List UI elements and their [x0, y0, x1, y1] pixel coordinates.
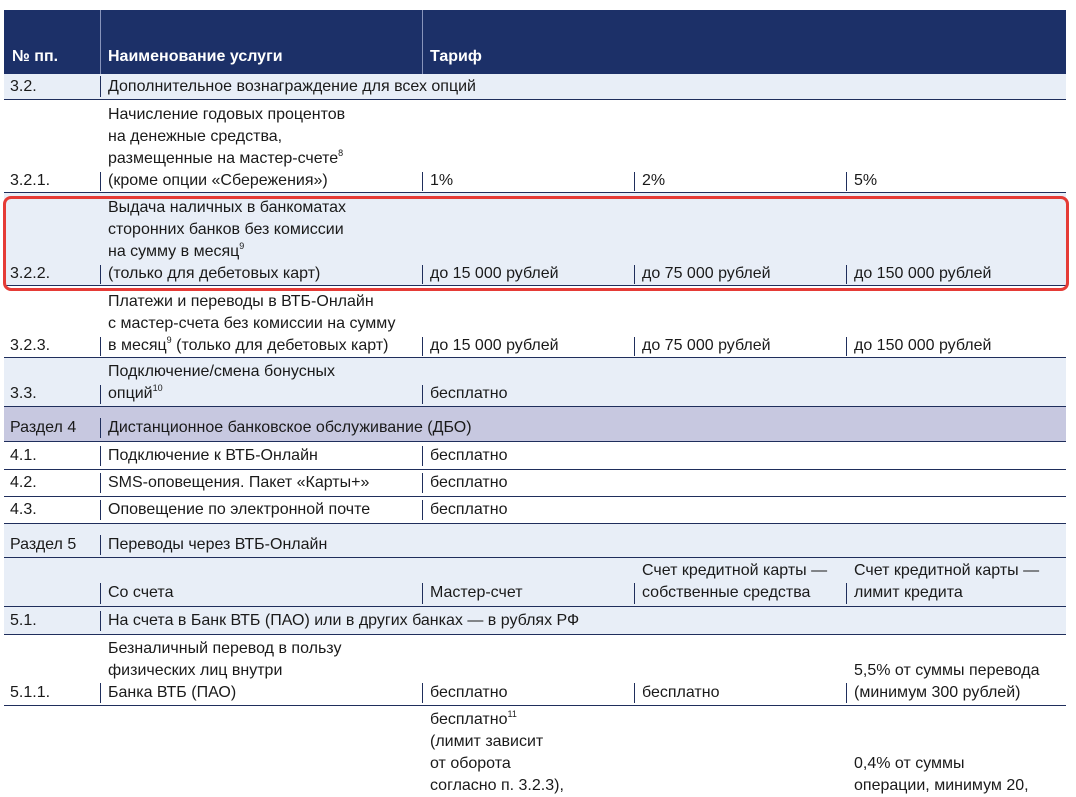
table-row [4, 100, 1066, 192]
row-number: 3.2.2. [10, 265, 51, 282]
tariff-master-account: бесплатно [430, 684, 508, 701]
row-number: 4.1. [10, 447, 37, 464]
row-number: 3.3. [10, 385, 37, 402]
table-row [4, 470, 1066, 496]
tariff-option-1: бесплатно [430, 501, 508, 518]
tariff-option-1: 1% [430, 172, 454, 189]
tariff-option-3: до 150 000 рублей [854, 337, 992, 354]
table-row [4, 442, 1066, 469]
tariff-option-1: бесплатно [430, 447, 508, 464]
subheader-source-account: Со счета [108, 584, 174, 601]
tariff-credit-own-funds: бесплатно [642, 684, 720, 701]
tariff-option-1: до 15 000 рублей [430, 265, 559, 282]
tariff-option-1: бесплатно [430, 474, 508, 491]
table-header [4, 10, 1066, 74]
section-number: Раздел 4 [10, 419, 77, 436]
row-service-name: На счета в Банк ВТБ (ПАО) или в других б… [108, 612, 580, 629]
table-row [4, 607, 1066, 634]
section-number: Раздел 5 [10, 536, 77, 553]
header-tariff: Тариф [430, 48, 482, 65]
table-row [4, 635, 1066, 705]
row-number: 5.1.1. [10, 684, 51, 701]
table-row [4, 358, 1066, 406]
tariff-option-1: до 15 000 рублей [430, 337, 559, 354]
subheader-row [4, 558, 1066, 606]
row-service-name: Оповещение по электронной почте [108, 501, 371, 518]
row-number: 5.1. [10, 612, 37, 629]
header-number: № пп. [12, 48, 59, 65]
row-service-name: Дополнительное вознаграждение для всех о… [108, 78, 476, 95]
table-row [4, 193, 1066, 285]
tariff-option-1: бесплатно [430, 385, 508, 402]
row-number: 3.2.3. [10, 337, 51, 354]
section-title: Дистанционное банковское обслуживание (Д… [108, 419, 472, 436]
row-number: 4.3. [10, 501, 37, 518]
table-row [4, 497, 1066, 523]
row-number: 3.2.1. [10, 172, 51, 189]
tariff-option-3: 5% [854, 172, 878, 189]
table-row [4, 286, 1066, 357]
tariff-option-2: 2% [642, 172, 666, 189]
tariff-option-2: до 75 000 рублей [642, 337, 771, 354]
section-row [4, 524, 1066, 557]
header-service-name: Наименование услуги [108, 48, 283, 65]
section-row [4, 407, 1066, 441]
row-number: 3.2. [10, 78, 37, 95]
row-number: 4.2. [10, 474, 37, 491]
subheader-master-account: Мастер-счет [430, 584, 523, 601]
row-service-name: SMS-оповещения. Пакет «Карты+» [108, 474, 370, 491]
tariff-option-3: до 150 000 рублей [854, 265, 992, 282]
section-title: Переводы через ВТБ-Онлайн [108, 536, 328, 553]
table-row [4, 74, 1066, 99]
tariff-option-2: до 75 000 рублей [642, 265, 771, 282]
row-service-name: Подключение к ВТБ-Онлайн [108, 447, 318, 464]
